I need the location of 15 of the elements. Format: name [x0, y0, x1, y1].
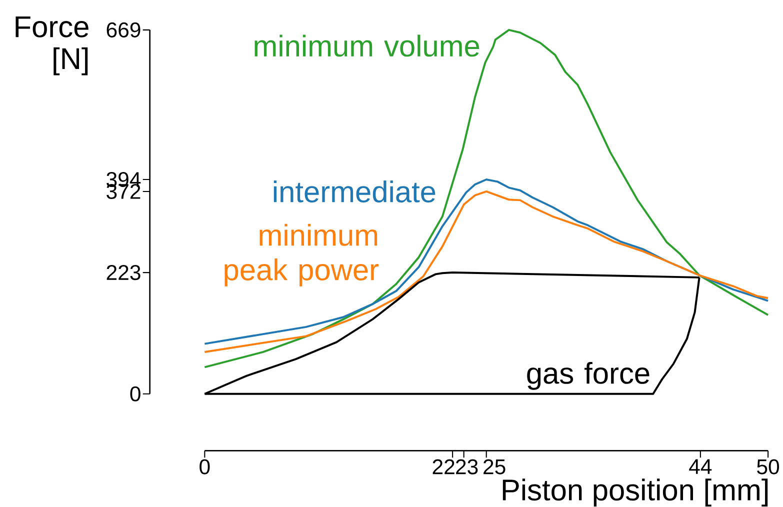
y-tick-label: 223	[106, 265, 140, 280]
series-label: intermediate	[274, 180, 436, 203]
x-tick-label: 50	[757, 460, 780, 475]
x-axis-title: Piston position [mm]	[502, 478, 768, 507]
y-tick-label: 669	[106, 22, 140, 38]
series-label: minimum peak power	[224, 224, 379, 287]
y-axis-title: Force [N]	[16, 16, 88, 76]
text: gas force	[527, 362, 650, 390]
x-tick-label: 22	[432, 460, 454, 474]
x-tick-label: 25	[484, 460, 506, 475]
x-tick-label: 44	[689, 460, 712, 474]
x-tick-label: 23	[456, 460, 478, 475]
x-tick-label: 0	[200, 460, 210, 475]
series-label: minimum volume	[254, 34, 480, 57]
y-tick-label: 0	[130, 386, 140, 402]
